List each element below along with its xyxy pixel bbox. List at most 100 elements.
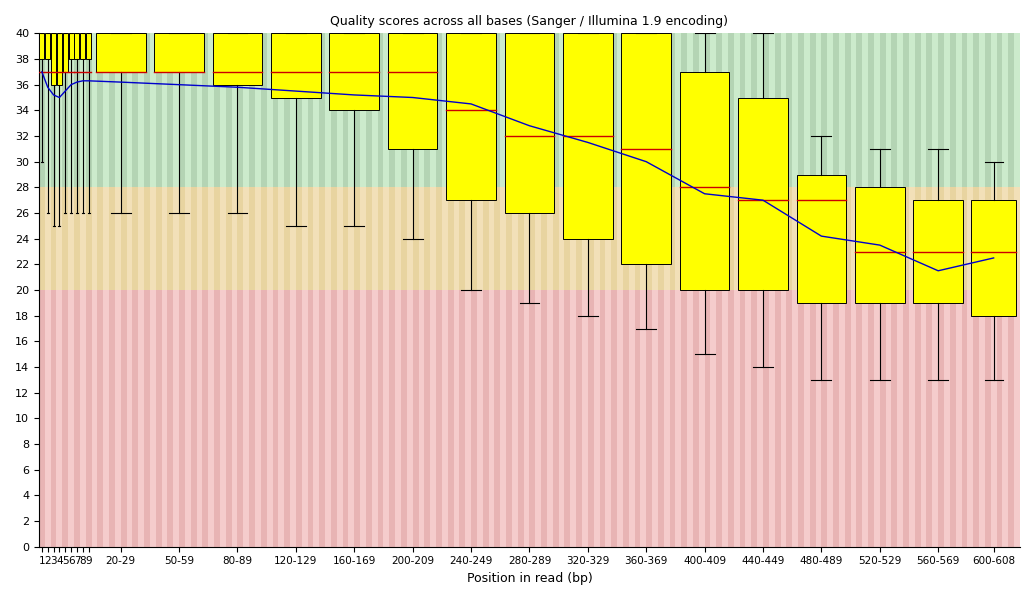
Bar [728,290,734,547]
Bar [500,187,506,290]
Bar [763,187,769,290]
Bar [68,187,75,290]
Bar [612,290,617,547]
Bar [804,290,809,547]
Bar [489,34,495,187]
Bar [243,34,249,187]
Bar [465,187,471,290]
Bar [926,187,933,290]
Bar [226,187,232,290]
Bar [68,34,75,187]
Bar [460,187,465,290]
Bar [634,290,641,547]
Bar [325,34,331,187]
Bar [232,34,237,187]
Bar [436,187,442,290]
Bar [45,34,51,187]
Bar [915,187,921,290]
Bar [524,187,530,290]
Bar [617,34,623,187]
Bar [91,34,97,187]
Bar [39,290,45,547]
Bar [687,187,693,290]
Bar [446,34,496,200]
Bar [212,34,262,85]
Bar [652,290,658,547]
Bar [599,290,605,547]
Bar [780,34,787,187]
Bar [769,187,774,290]
Bar [851,290,856,547]
Bar [471,187,477,290]
Bar [827,187,833,290]
Bar [599,34,605,187]
Bar [722,290,728,547]
Bar [155,34,161,187]
Bar [518,290,524,547]
Bar [319,187,325,290]
Bar [442,34,448,187]
Bar [563,34,613,239]
Bar [349,187,354,290]
Bar [518,34,524,187]
Bar [751,187,758,290]
Bar [185,34,190,187]
Bar [261,290,267,547]
Bar [699,187,705,290]
Bar [436,34,442,187]
Bar [307,34,314,187]
Bar [822,34,827,187]
Bar [150,187,155,290]
Bar [325,187,331,290]
Bar [104,290,109,547]
Bar [500,290,506,547]
Bar [833,290,839,547]
Bar [728,34,734,187]
Bar [418,290,424,547]
Bar [968,290,973,547]
Bar [173,290,179,547]
Bar [816,34,822,187]
Bar [384,187,389,290]
Bar [623,34,628,187]
Bar [319,290,325,547]
Bar [634,187,641,290]
Bar [985,290,990,547]
Bar [343,290,349,547]
Bar [80,290,86,547]
Bar [605,187,612,290]
Bar [670,187,676,290]
Bar [75,34,80,59]
Bar [605,290,612,547]
Bar [839,290,845,547]
Bar [518,187,524,290]
Bar [226,290,232,547]
Bar [413,34,418,187]
Bar [436,290,442,547]
Bar [787,187,792,290]
Bar [1008,187,1014,290]
Bar [716,34,722,187]
Bar [955,34,962,187]
Bar [489,290,495,547]
Bar [758,290,763,547]
Bar [237,34,243,187]
Bar [418,34,424,187]
Bar [329,34,379,110]
Bar [190,187,197,290]
Bar [144,34,150,187]
Bar [564,187,570,290]
Bar [530,34,535,187]
Bar [1014,290,1019,547]
Bar [913,200,963,303]
Bar [80,34,86,187]
Bar [255,34,261,187]
Bar [594,187,599,290]
Bar [272,34,278,187]
Bar [349,290,354,547]
Bar [979,34,985,187]
Bar [214,290,220,547]
Bar [126,187,132,290]
Bar [722,34,728,187]
Bar [81,34,85,59]
